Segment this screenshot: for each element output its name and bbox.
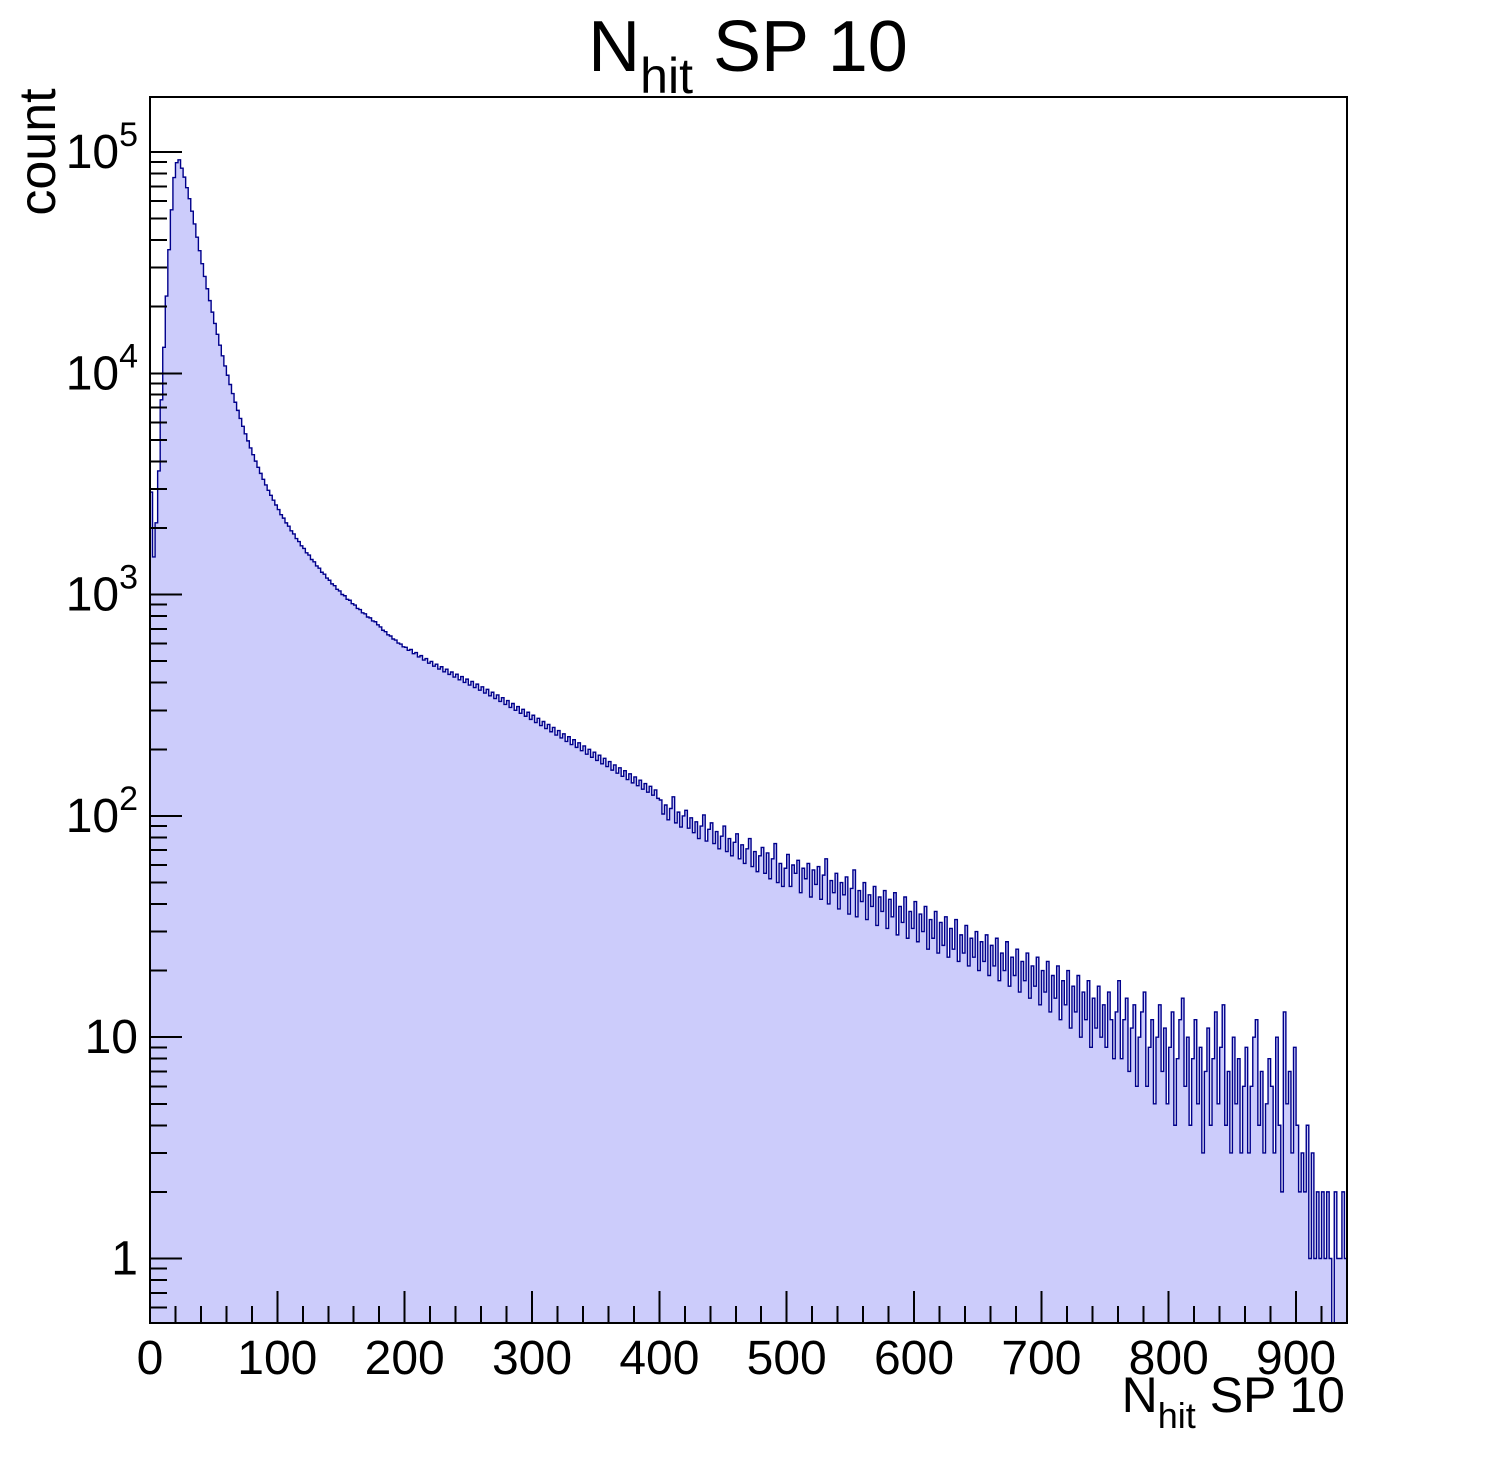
y-tick-label: 10	[85, 1011, 138, 1064]
x-tick-label: 100	[237, 1332, 317, 1385]
x-tick-label: 800	[1129, 1332, 1209, 1385]
axes: 0 100 200 300 400 500 600 700 800 900 1 10 102 103 104…	[66, 96, 1348, 1385]
y-tick-label: 1	[111, 1233, 138, 1286]
x-tick-label: 500	[747, 1332, 827, 1385]
histogram-fill	[150, 159, 1347, 1323]
x-tick-label: 600	[874, 1332, 954, 1385]
x-tick-label: 400	[619, 1332, 699, 1385]
y-tick-label: 103	[66, 559, 138, 622]
histogram	[149, 159, 1348, 1324]
chart-title: Nhit SP 10	[588, 7, 908, 104]
y-tick-label: 105	[66, 116, 138, 179]
x-tick-label: 200	[365, 1332, 445, 1385]
histogram-outline	[149, 159, 1348, 1324]
x-tick-label: 0	[137, 1332, 164, 1385]
y-axis-title: count	[9, 88, 67, 216]
x-tick-label: 300	[492, 1332, 572, 1385]
x-tick-label: 700	[1001, 1332, 1081, 1385]
x-axis-title: Nhit SP 10	[1122, 1367, 1345, 1436]
x-tick-label: 900	[1256, 1332, 1336, 1385]
y-tick-label: 104	[66, 337, 138, 400]
y-tick-label: 102	[66, 780, 138, 843]
